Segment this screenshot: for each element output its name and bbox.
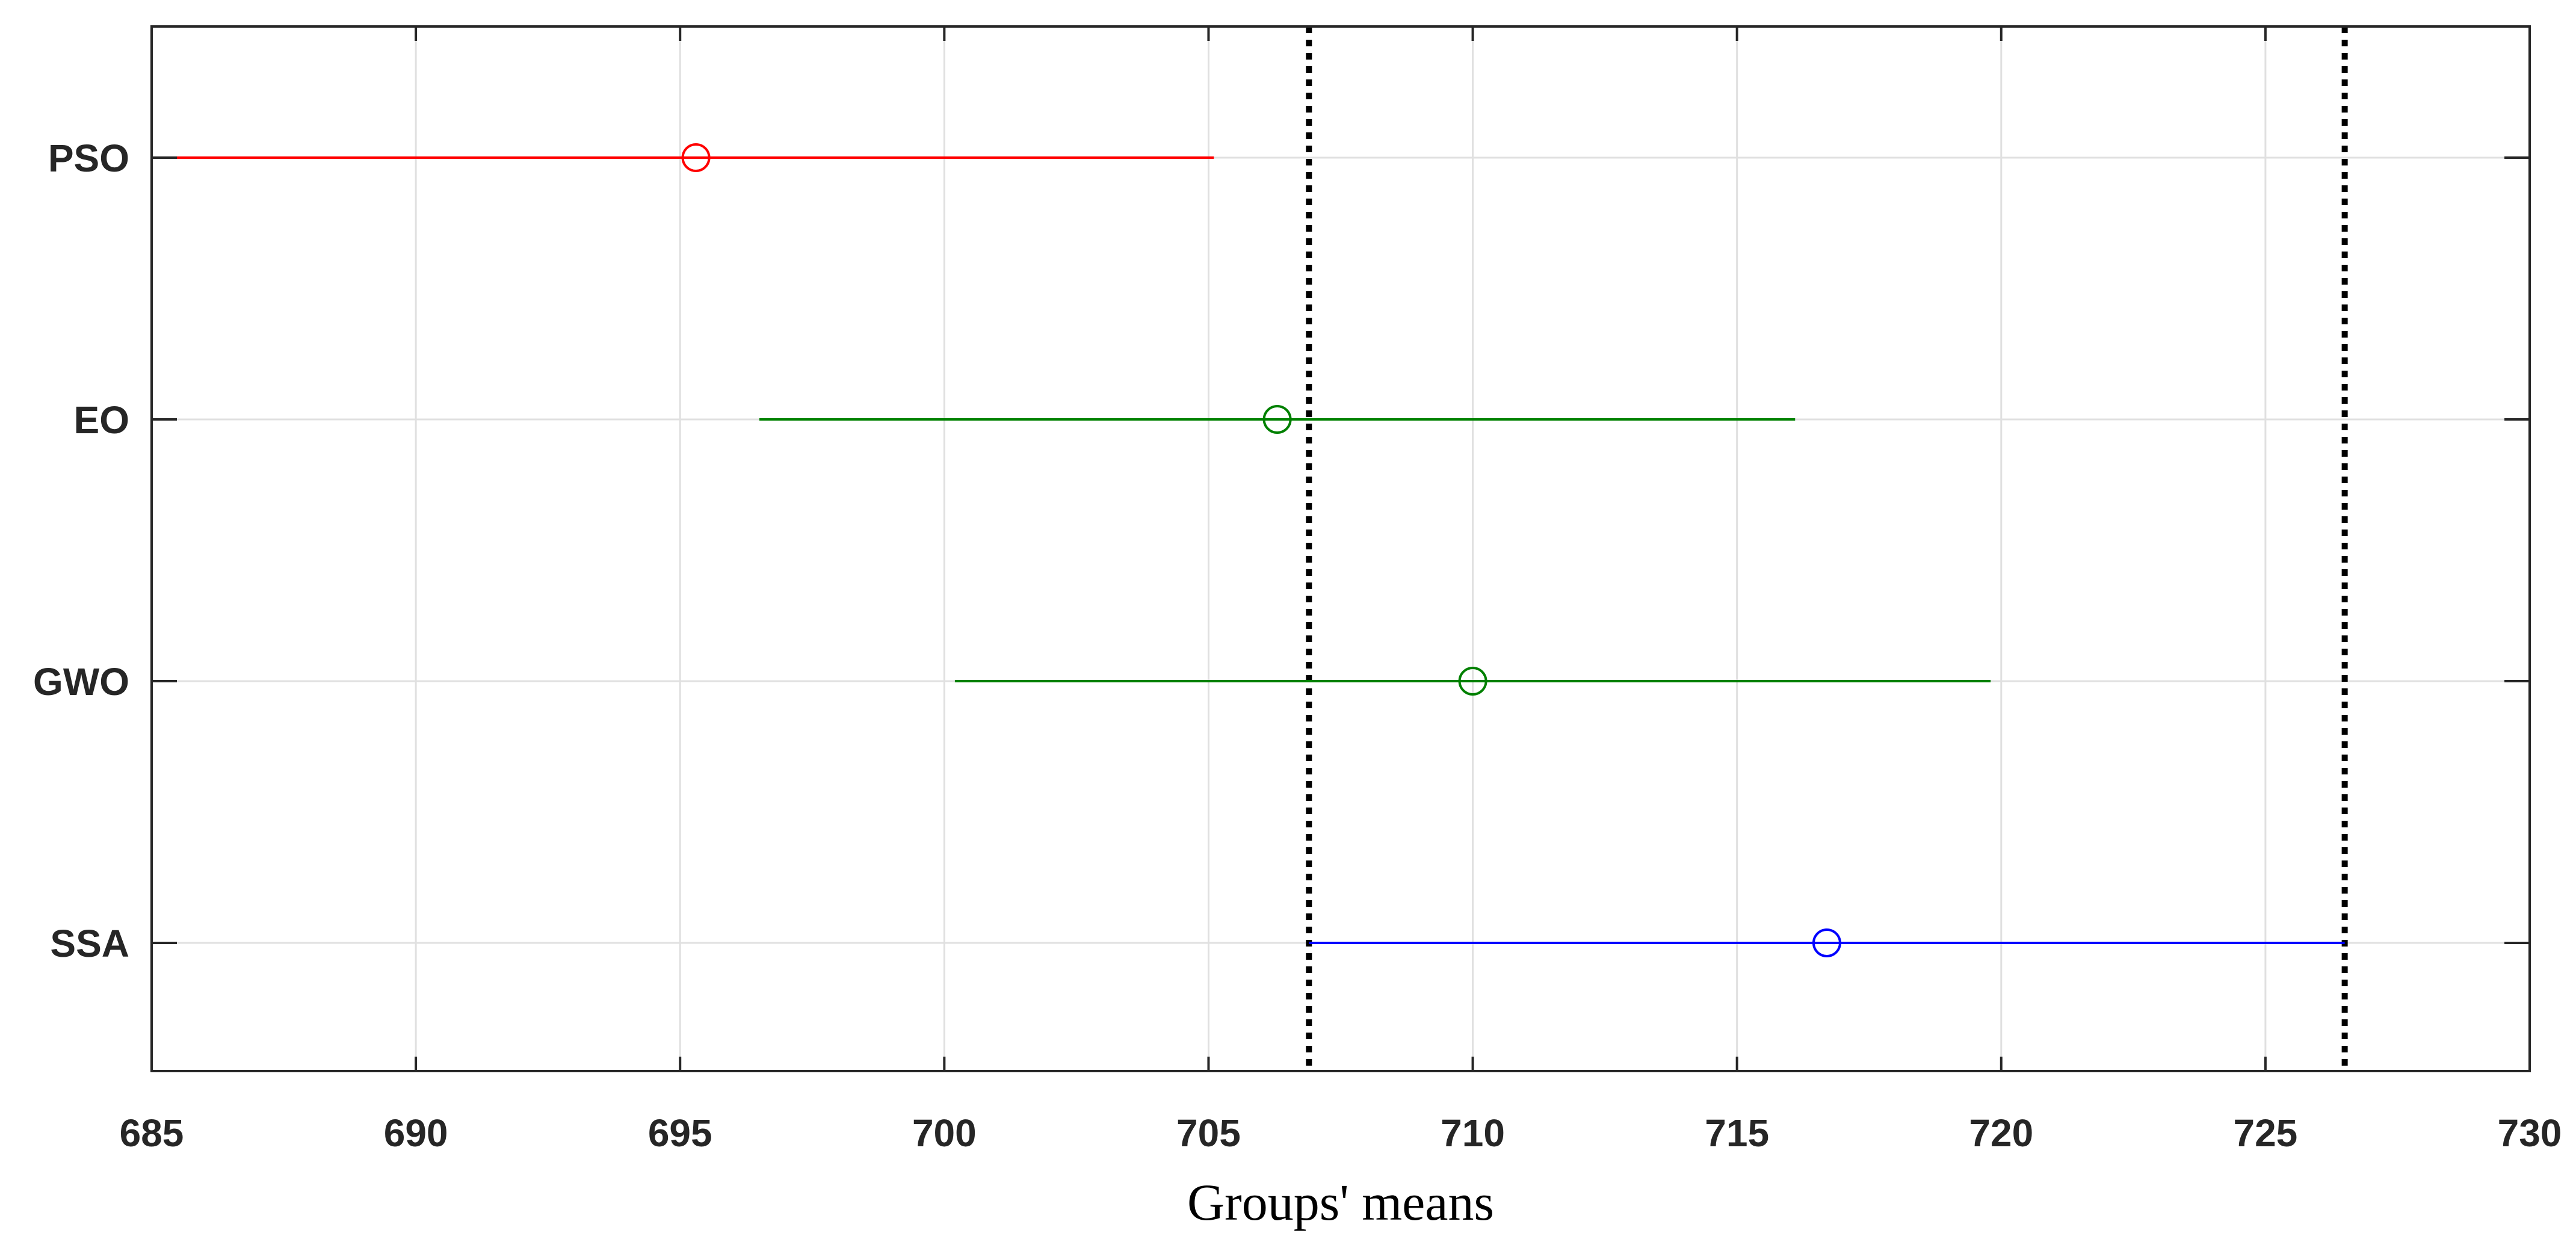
- mean-marker: [1262, 405, 1292, 434]
- category-label: EO: [74, 398, 129, 442]
- x-tick-label: 700: [912, 1111, 977, 1155]
- mean-marker: [1458, 667, 1487, 696]
- label-layer: 685 690 695 700 705 710 715 720 725 730 PSO EO GWO SS…: [33, 137, 2562, 1155]
- x-tick-label: 690: [384, 1111, 448, 1155]
- series-layer: [173, 143, 2345, 957]
- reference-lines-layer: [1306, 26, 2348, 1071]
- plot-frame: [150, 25, 2531, 1072]
- x-tick-label: 705: [1176, 1111, 1241, 1155]
- tick-layer: [150, 26, 2531, 1071]
- category-label: SSA: [50, 922, 129, 965]
- x-tick-label: 725: [2233, 1111, 2297, 1155]
- x-tick-label: 685: [120, 1111, 184, 1155]
- x-tick-label: 715: [1705, 1111, 1769, 1155]
- x-tick-label: 730: [2498, 1111, 2562, 1155]
- x-tick-label: 720: [1969, 1111, 2033, 1155]
- grid-layer: [150, 26, 2531, 1071]
- mean-marker: [1812, 928, 1841, 957]
- x-tick-label: 695: [648, 1111, 712, 1155]
- x-tick-label: 710: [1441, 1111, 1505, 1155]
- category-label: PSO: [48, 137, 129, 180]
- mean-marker: [681, 143, 711, 172]
- category-label: GWO: [33, 660, 129, 703]
- x-axis-title: Groups' means: [1187, 1173, 1494, 1231]
